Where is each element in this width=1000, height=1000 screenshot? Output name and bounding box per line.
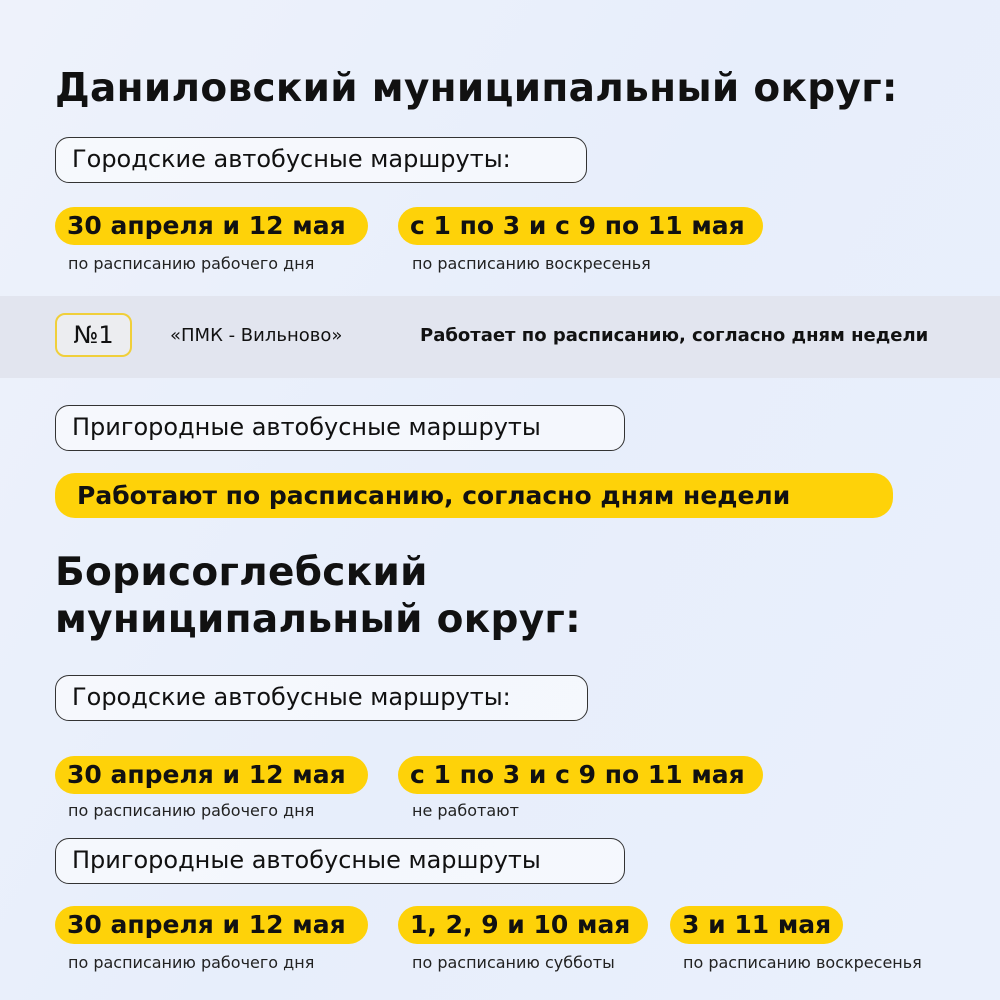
date-note: по расписанию рабочего дня [68,254,315,273]
date-note: по расписанию рабочего дня [68,801,315,820]
section2-title-line2: муниципальный округ: [55,597,581,642]
date-pill: 30 апреля и 12 мая [55,906,368,944]
route-status: Работает по расписанию, согласно дням не… [420,325,929,346]
date-pill: 3 и 11 мая [670,906,843,944]
suburban-status-pill: Работают по расписанию, согласно дням не… [55,473,893,518]
date-pill: с 1 по 3 и с 9 по 11 мая [398,207,763,245]
date-pill: 1, 2, 9 и 10 мая [398,906,648,944]
suburban-routes-label: Пригородные автобусные маршруты [55,838,625,884]
date-note: по расписанию воскресенья [412,254,651,273]
city-routes-label: Городские автобусные маршруты: [55,137,587,183]
section2-title-line1: Борисоглебский [55,550,428,595]
date-note: по расписанию воскресенья [683,953,922,972]
date-note: по расписанию субботы [412,953,615,972]
route-number-badge: №1 [55,313,132,357]
date-pill: 30 апреля и 12 мая [55,207,368,245]
date-pill: с 1 по 3 и с 9 по 11 мая [398,756,763,794]
city-routes-label: Городские автобусные маршруты: [55,675,588,721]
date-note: не работают [412,801,519,820]
suburban-routes-label: Пригородные автобусные маршруты [55,405,625,451]
date-pill: 30 апреля и 12 мая [55,756,368,794]
section1-title: Даниловский муниципальный округ: [55,66,898,111]
route-name: «ПМК - Вильново» [170,325,343,346]
date-note: по расписанию рабочего дня [68,953,315,972]
route-band [0,296,1000,378]
